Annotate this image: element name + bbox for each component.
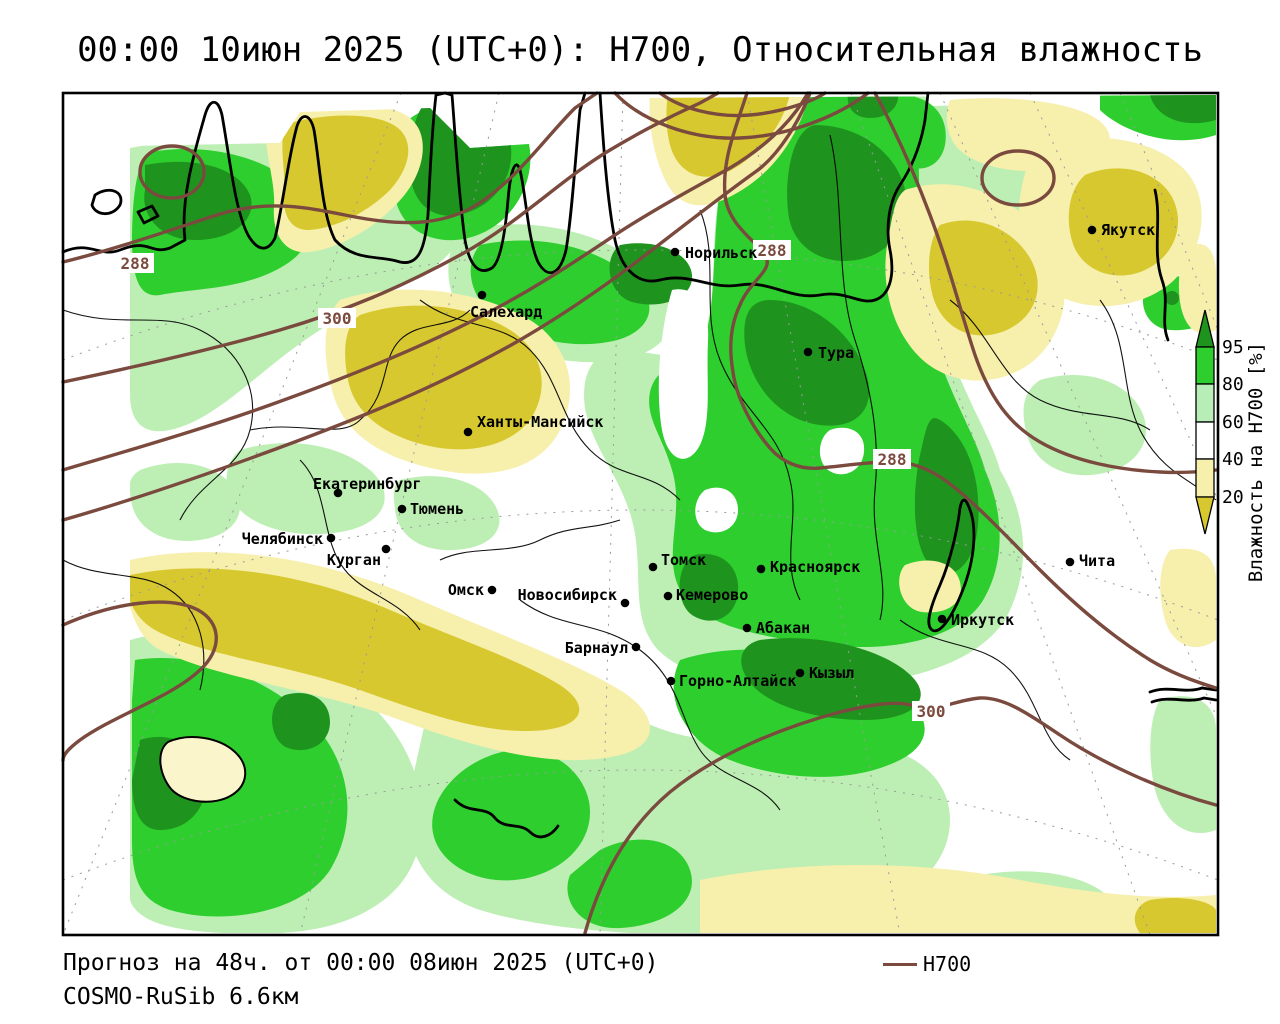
humidity-field: [130, 95, 1216, 933]
city-marker: [663, 591, 673, 601]
city-marker: [477, 290, 487, 300]
city-marker: [381, 544, 391, 554]
city-label: Чита: [1079, 552, 1115, 570]
city-label: Томск: [661, 551, 706, 569]
city-marker: [397, 504, 407, 514]
lake: [159, 736, 247, 803]
city-marker: [937, 614, 947, 624]
closed-low: [138, 144, 206, 200]
city-label: Горно-Алтайск: [679, 672, 796, 690]
contour-label: 300: [917, 702, 946, 721]
city-label: Барнаул: [565, 639, 628, 657]
contour-label-chip: [753, 240, 791, 260]
city-marker: [666, 676, 676, 686]
contour-label-chip: [912, 701, 950, 721]
city-marker: [756, 564, 766, 574]
city-label: Красноярск: [770, 558, 860, 576]
map-frame: [61, 91, 1220, 937]
colorbar-tick-label: 20: [1222, 487, 1244, 508]
contour-label-chip: [318, 308, 356, 328]
contour-label-chip: [873, 449, 911, 469]
colorbar-arrow-bottom: [1195, 496, 1215, 535]
city-marker: [648, 562, 658, 572]
graticule: [62, 92, 1219, 936]
colorbar-segment: [1195, 421, 1215, 460]
city-label: Челябинск: [242, 530, 323, 548]
city-marker: [742, 623, 752, 633]
colorbar-caption: Влажность на H700 [%]: [1245, 342, 1267, 582]
admin-borders: [62, 134, 1217, 811]
taymyr-coastline: [598, 91, 930, 303]
city-label: Кызыл: [809, 664, 854, 682]
island: [90, 188, 123, 216]
humidity-colorbar: [1195, 309, 1215, 535]
city-marker: [463, 427, 473, 437]
city-marker: [487, 585, 497, 595]
city-marker: [670, 247, 680, 257]
city-label: Ханты-Мансийск: [477, 413, 603, 431]
city-marker: [326, 533, 336, 543]
lake-baikal: [927, 498, 976, 633]
contour-label: 288: [758, 241, 787, 260]
colorbar-tick-label: 80: [1222, 374, 1244, 395]
colorbar-segment: [1195, 458, 1215, 498]
contour-label: 300: [323, 309, 352, 328]
city-marker: [631, 642, 641, 652]
forecast-info: Прогноз на 48ч. от 00:00 08июн 2025 (UTC…: [63, 950, 659, 976]
h700-line-swatch: [883, 962, 917, 966]
city-label: Екатеринбург: [313, 475, 421, 493]
colorbar-segment: [1195, 383, 1215, 423]
page-title: 00:00 10июн 2025 (UTC+0): H700, Относите…: [77, 30, 1203, 70]
contour-label: 288: [121, 254, 150, 273]
colorbar-segment: [1195, 346, 1215, 385]
city-marker: [1087, 225, 1097, 235]
colorbar-tick-label: 95: [1222, 337, 1244, 358]
model-info: COSMO-RuSib 6.6км: [63, 984, 299, 1010]
closed-high: [980, 149, 1056, 207]
lena-river: [1153, 188, 1170, 342]
city-label: Кемерово: [676, 586, 748, 604]
colorbar-tick-label: 40: [1222, 449, 1244, 470]
contour-label: 288: [878, 450, 907, 469]
river: [1150, 696, 1218, 704]
city-marker: [620, 598, 630, 608]
city-label: Салехард: [470, 303, 542, 321]
city-marker: [795, 668, 805, 678]
city-markers: Норильск Салехард Тура Ханты-Мансийск Екатер…: [242, 221, 1155, 690]
h700-line-label: H700: [923, 952, 972, 976]
contour-label-chip: [116, 253, 154, 273]
contour-labels: 288 300 288 288 300: [116, 240, 950, 721]
colorbar-tick-label: 60: [1222, 412, 1244, 433]
city-label: Абакан: [756, 619, 810, 637]
city-marker: [333, 488, 343, 498]
city-label: Иркутск: [951, 611, 1014, 629]
city-label: Омск: [448, 581, 484, 599]
city-label: Норильск: [685, 244, 757, 262]
contour-legend: H700: [883, 952, 971, 976]
city-marker: [803, 347, 813, 357]
colorbar-ticks: 95 80 60 40 20: [1222, 337, 1244, 508]
city-label: Тура: [818, 344, 854, 362]
island: [136, 204, 160, 225]
city-label: Якутск: [1101, 221, 1155, 239]
city-label: Тюмень: [410, 500, 464, 518]
city-marker: [1065, 557, 1075, 567]
city-label: Новосибирск: [518, 586, 617, 604]
river: [1148, 686, 1218, 694]
city-label: Курган: [327, 551, 381, 569]
river: [453, 798, 560, 839]
